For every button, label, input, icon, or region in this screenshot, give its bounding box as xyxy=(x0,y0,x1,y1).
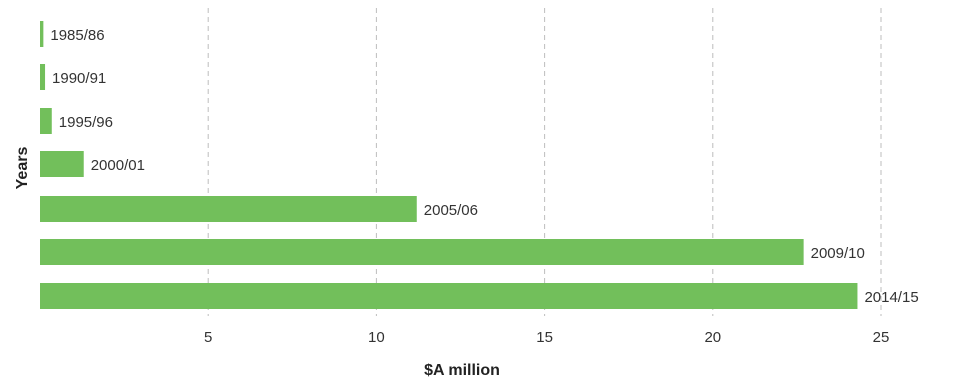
y-axis-title: Years xyxy=(14,147,31,190)
category-labels: 1985/86 1990/91 1995/96 2000/01 2005/06 2009/… xyxy=(50,27,918,306)
bar-label: 2009/10 xyxy=(811,245,865,262)
bars xyxy=(40,21,858,309)
x-tick-label: 20 xyxy=(704,329,721,346)
x-tick-label: 5 xyxy=(204,329,212,346)
bar-1985-86 xyxy=(40,21,44,47)
bar-label: 2005/06 xyxy=(424,202,478,219)
x-tick-label: 25 xyxy=(873,329,890,346)
bar-label: 2014/15 xyxy=(864,289,918,306)
gridlines xyxy=(207,8,882,316)
bar-label: 1985/86 xyxy=(50,27,104,44)
bar-label: 1990/91 xyxy=(52,70,106,87)
x-tick-label: 10 xyxy=(368,329,385,346)
bar-label: 2000/01 xyxy=(91,157,145,174)
bar-2000-01 xyxy=(40,151,84,177)
bar-1990-91 xyxy=(40,64,46,90)
x-tick-label: 15 xyxy=(536,329,553,346)
x-axis-title: $A million xyxy=(424,362,500,377)
bar-2009-10 xyxy=(40,239,804,265)
bar-label: 1995/96 xyxy=(59,114,113,131)
bar-2005-06 xyxy=(40,196,417,222)
x-tick-labels: 5 10 15 20 25 xyxy=(204,329,889,346)
bar-1995-96 xyxy=(40,108,52,134)
bar-2014-15 xyxy=(40,283,858,309)
